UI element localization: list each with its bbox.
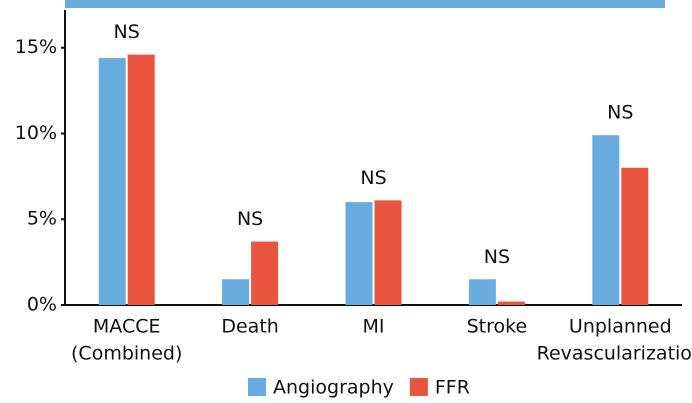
x-tick-label: Stroke xyxy=(467,316,528,338)
bar xyxy=(497,301,525,305)
x-tick-label: (Combined) xyxy=(71,343,182,365)
x-tick-label: Death xyxy=(221,316,278,338)
legend-label: Angiography xyxy=(273,377,394,399)
annotation: NS xyxy=(607,102,633,124)
bar xyxy=(98,58,126,305)
header-band xyxy=(65,0,665,8)
bar xyxy=(621,167,649,305)
y-tick-label: 0% xyxy=(27,294,57,316)
annotation: NS xyxy=(237,208,263,230)
bar xyxy=(222,279,250,305)
x-tick-label: MI xyxy=(363,316,385,338)
legend-swatch xyxy=(409,378,428,396)
x-tick-label: MACCE xyxy=(93,316,161,338)
legend-label: FFR xyxy=(435,377,470,399)
y-tick-label: 10% xyxy=(15,122,57,144)
bar xyxy=(374,200,402,305)
annotation: NS xyxy=(360,167,386,189)
bar xyxy=(345,202,373,305)
bar xyxy=(592,135,620,305)
y-tick-label: 5% xyxy=(27,208,57,230)
annotation: NS xyxy=(114,21,140,43)
bar xyxy=(127,54,155,306)
bar xyxy=(251,241,279,305)
bar xyxy=(468,279,496,305)
annotation: NS xyxy=(484,246,510,268)
x-tick-label: Unplanned xyxy=(569,316,672,338)
y-tick-label: 15% xyxy=(15,36,57,58)
x-tick-label: Revascularization xyxy=(537,343,692,365)
legend-swatch xyxy=(248,378,266,396)
